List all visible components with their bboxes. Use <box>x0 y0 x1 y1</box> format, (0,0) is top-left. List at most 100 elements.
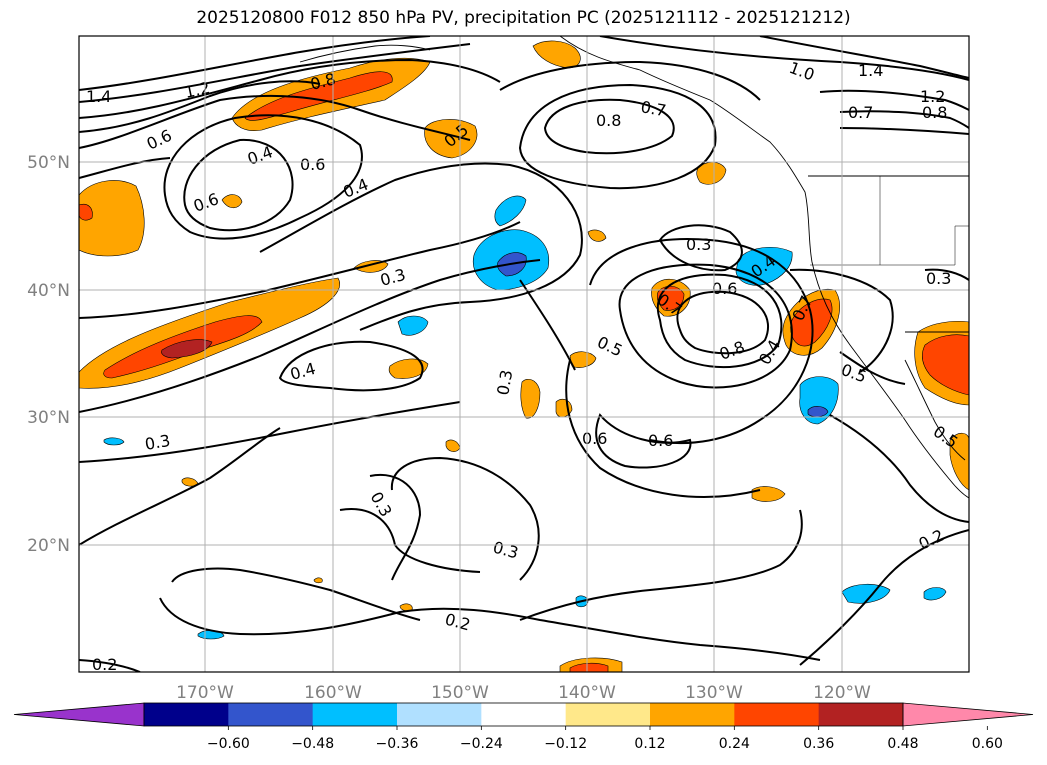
contour-label: 0.8 <box>922 103 947 122</box>
precip-area <box>807 406 829 418</box>
contour-line <box>79 43 471 103</box>
map-frame <box>78 35 970 673</box>
contour-label: 0.6 <box>712 279 737 298</box>
contour-line <box>79 401 461 463</box>
contour-line <box>369 473 422 581</box>
contour-line <box>759 36 969 79</box>
precip-area <box>494 195 527 227</box>
precip-area <box>921 334 969 396</box>
contour-line <box>839 110 969 129</box>
contour-label: 0.6 <box>144 126 175 154</box>
contour-label: 0.4 <box>340 175 371 202</box>
precip-area <box>569 662 609 672</box>
colorbar-segment <box>650 703 735 726</box>
precip-area <box>587 229 607 242</box>
precip-area <box>751 486 786 502</box>
precip-area <box>532 40 581 69</box>
contour-line <box>339 508 481 573</box>
precip-area <box>424 119 478 159</box>
colorbar-tick-label: 0.12 <box>634 736 665 752</box>
contour-line <box>390 456 540 581</box>
colorbar-extend-low <box>13 702 145 727</box>
contour-label: 0.7 <box>639 97 667 120</box>
colorbar-segment <box>144 703 229 726</box>
contour-line <box>79 36 431 91</box>
contour-line <box>543 98 675 155</box>
contour-line <box>839 351 906 385</box>
positive-precip-areas <box>79 40 969 672</box>
contour-line <box>79 80 321 133</box>
contour-line <box>278 340 424 392</box>
contour-label: 0.4 <box>288 359 318 384</box>
contour-line <box>676 290 770 355</box>
contour-line <box>519 509 803 621</box>
contour-line <box>79 427 281 546</box>
contour-line <box>159 597 821 661</box>
contour-line <box>499 60 761 101</box>
contour-label: 1.4 <box>86 87 111 106</box>
contour-line <box>565 359 761 498</box>
lat-tick-label: 50°N <box>27 153 70 173</box>
contour-line <box>79 659 141 672</box>
contour-line <box>183 138 294 232</box>
precip-area <box>79 180 145 257</box>
latitude-labels: 50°N 40°N 30°N 20°N <box>27 153 70 556</box>
coastlines <box>299 36 969 499</box>
contour-label: 0.2 <box>92 655 117 674</box>
contour-line <box>839 127 969 135</box>
colorbar-segment <box>481 703 567 726</box>
aleutian-islands <box>299 44 431 63</box>
colorbar-segment <box>312 703 398 726</box>
contour-line <box>79 259 541 413</box>
contour-line <box>79 58 501 119</box>
negative-precip-areas <box>103 195 947 640</box>
contour-line <box>595 413 692 469</box>
map-area: 1.4 1.2 0.8 0.6 0.4 0.6 0.6 0.4 0.5 0.8 … <box>79 36 969 674</box>
lon-tick-label: 130°W <box>685 683 743 703</box>
contour-label: 0.8 <box>717 337 747 364</box>
contour-line <box>518 83 717 190</box>
colorbar-segment <box>565 703 651 726</box>
contour-label: 0.2 <box>443 610 473 635</box>
contour-line <box>618 263 793 389</box>
contour-label: 0.6 <box>582 429 607 448</box>
precip-area <box>923 587 947 601</box>
contour-label: 0.3 <box>143 431 171 454</box>
contour-label: 0.3 <box>926 269 951 288</box>
precip-area <box>735 247 793 286</box>
contour-label: 0.6 <box>191 189 221 216</box>
contour-label: 1.0 <box>787 58 817 85</box>
lat-tick-label: 30°N <box>27 408 70 428</box>
colorbar-segment <box>228 703 314 726</box>
lon-tick-label: 150°W <box>431 683 489 703</box>
colorbar-tick-label: 0.48 <box>887 736 918 752</box>
contour-line <box>789 268 894 373</box>
lon-tick-label: 120°W <box>813 683 871 703</box>
colorbar: −0.60 −0.48 −0.36 −0.24 −0.12 0.12 0.24 0.36 0.4… <box>13 702 1034 752</box>
colorbar-tick-label: −0.36 <box>376 736 419 752</box>
lon-tick-label: 170°W <box>176 683 234 703</box>
precip-area <box>445 439 461 452</box>
contour-label: 0.3 <box>493 368 516 396</box>
contour-line <box>79 157 171 179</box>
colorbar-tick-label: −0.48 <box>291 736 334 752</box>
precip-area <box>313 577 323 584</box>
contour-label: 0.7 <box>848 103 873 122</box>
state-border <box>879 176 969 266</box>
colorbar-tick-label: 0.24 <box>719 736 750 752</box>
colorbar-tick-label: 0.36 <box>803 736 834 752</box>
contour-line <box>819 89 969 111</box>
colorbar-tick-label: −0.60 <box>207 736 250 752</box>
contour-line <box>79 221 521 319</box>
contour-line <box>163 114 363 240</box>
colorbar-tick-label: 0.60 <box>972 736 1003 752</box>
colorbar-outline <box>143 702 904 727</box>
contour-label: 0.6 <box>648 431 673 450</box>
longitude-labels: 170°W 160°W 150°W 140°W 130°W 120°W <box>176 683 871 703</box>
contour-label: 0.5 <box>594 332 625 360</box>
contour-line <box>799 529 969 666</box>
contour-line <box>171 567 421 621</box>
precip-area <box>388 358 429 379</box>
contour-line <box>79 94 471 149</box>
map-title: 2025120800 F012 850 hPa PV, precipitatio… <box>196 8 851 28</box>
